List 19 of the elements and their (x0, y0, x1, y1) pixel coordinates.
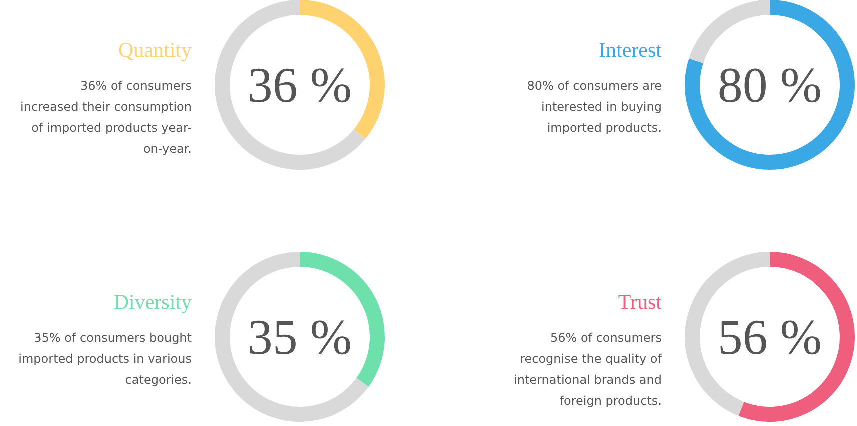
donut-slice (300, 252, 385, 387)
donut-slice (300, 0, 385, 140)
text: 80 % (718, 57, 822, 113)
donut-slice (215, 0, 366, 170)
text: 36% of consumers increased their consumption of imported products year- on-year. (20, 79, 192, 156)
text: Trust (618, 290, 662, 314)
text: 56% of consumers recognise the quality of international brands and foreign products. (514, 331, 663, 408)
text: 36 % (248, 57, 352, 113)
text: Diversity (114, 290, 192, 314)
donut-slice (689, 0, 770, 64)
donut-slice (685, 0, 855, 170)
donut-slice (685, 252, 770, 416)
text: 80% of consumers are interested in buying imported products. (527, 79, 662, 135)
text: 35 % (248, 309, 352, 365)
text: Interest (599, 38, 662, 62)
text: Quantity (118, 38, 192, 62)
text: 56 % (718, 309, 822, 365)
text: 35% of consumers bought imported products in various categories. (18, 331, 192, 387)
donut-slice (215, 252, 369, 422)
